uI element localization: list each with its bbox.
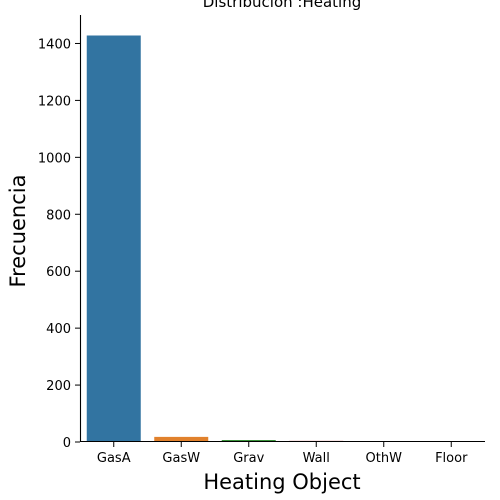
y-tick-label: 1200 (38, 94, 71, 109)
x-tick-label: Floor (435, 451, 468, 466)
x-axis-label: Heating Object (203, 470, 360, 494)
y-axis-label: Frecuencia (6, 175, 30, 288)
chart-title: Distribución :Heating (203, 0, 361, 11)
y-tick-label: 0 (63, 436, 71, 451)
y-tick-label: 800 (46, 208, 71, 223)
y-tick-label: 400 (46, 322, 71, 337)
y-axis-ticks: 0 200 400 600 800 1000 1200 1400 (38, 37, 80, 451)
x-tick-label: Grav (233, 451, 264, 466)
x-tick-label: OthW (366, 451, 403, 466)
y-tick-label: 200 (46, 379, 71, 394)
y-tick-label: 1000 (38, 151, 71, 166)
x-tick-label: Wall (303, 451, 330, 466)
x-axis-ticks: GasA GasW Grav Wall OthW Floor (97, 442, 468, 466)
bars-group (87, 35, 479, 442)
x-tick-label: GasA (97, 451, 131, 466)
x-tick-label: GasW (162, 451, 200, 466)
y-tick-label: 600 (46, 265, 71, 280)
bar-gasa (87, 35, 141, 442)
y-tick-label: 1400 (38, 37, 71, 52)
